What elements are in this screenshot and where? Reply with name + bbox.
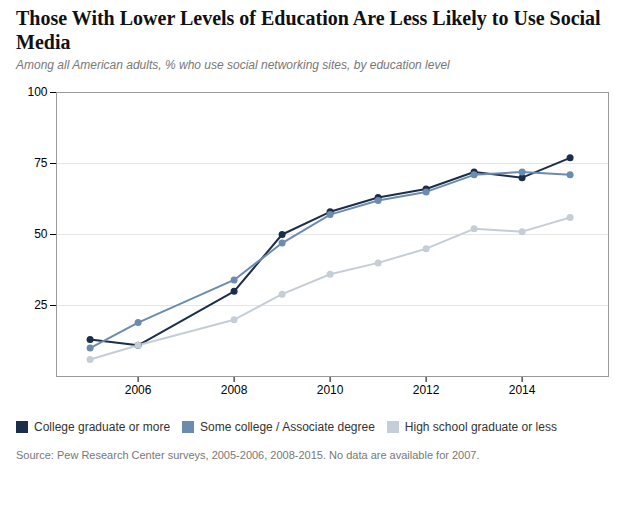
svg-text:2008: 2008 xyxy=(221,383,248,397)
html-text:Some college / Associate degre: Some college / Associate degree xyxy=(200,419,375,434)
html-text:Those With Lower Levels of Edu: Those With Lower Levels of Education Are… xyxy=(16,7,601,53)
svg-text:2014: 2014 xyxy=(509,383,536,397)
html-text:College graduate or more: College graduate or more xyxy=(34,419,171,434)
svg-text:50: 50 xyxy=(34,227,48,241)
svg-text:2012: 2012 xyxy=(413,383,440,397)
svg-text:2010: 2010 xyxy=(317,383,344,397)
svg-text:100: 100 xyxy=(27,85,47,99)
svg-text:2006: 2006 xyxy=(125,383,152,397)
svg-text:75: 75 xyxy=(34,156,48,170)
html-text:High school graduate or less: High school graduate or less xyxy=(404,419,557,434)
svg-text:25: 25 xyxy=(34,298,48,312)
html-text:Among all American adults, % w: Among all American adults, % who use soc… xyxy=(16,58,450,72)
html-text:Source: Pew Research Center su: Source: Pew Research Center surveys, 200… xyxy=(16,449,480,461)
